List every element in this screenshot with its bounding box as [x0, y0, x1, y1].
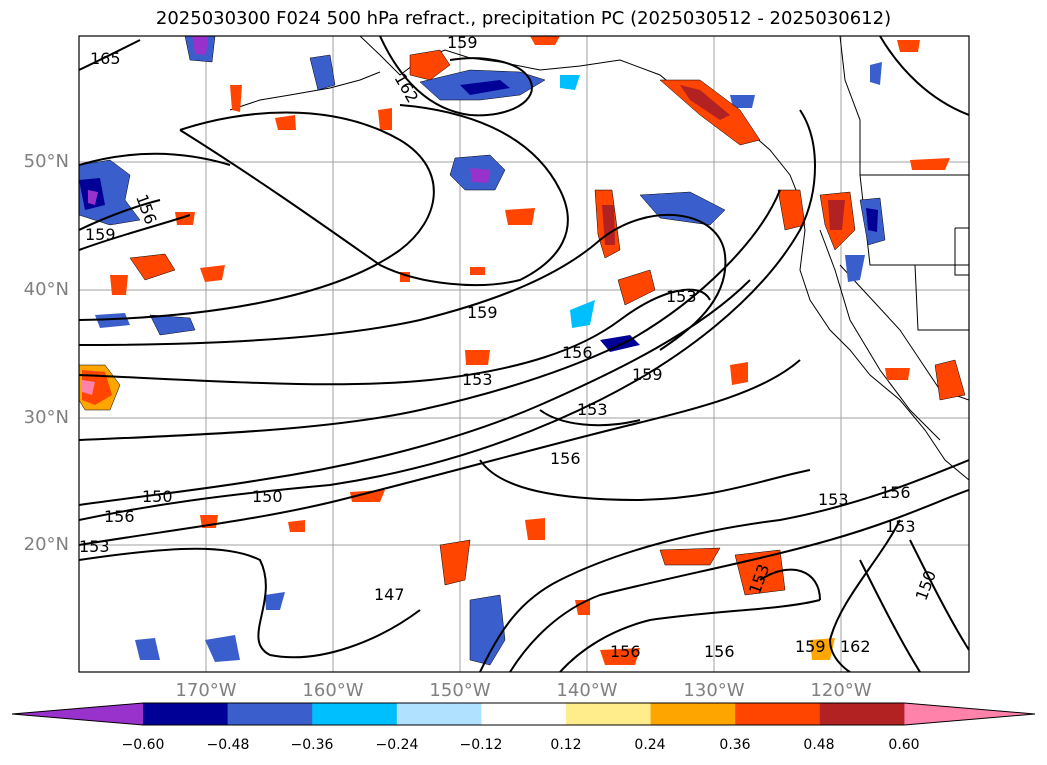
contour-label: 159 — [85, 225, 116, 244]
contour-label: 153 — [462, 370, 493, 389]
contour-label: 153 — [666, 287, 697, 306]
lon-label: 140°W — [556, 680, 618, 701]
contour-label: 147 — [374, 585, 405, 604]
lat-label: 30°N — [23, 407, 69, 428]
contour-label: 159 — [467, 303, 498, 322]
lon-label: 170°W — [175, 680, 237, 701]
negative-shading — [79, 36, 886, 666]
contour-label: 162 — [840, 637, 871, 656]
lon-label: 150°W — [429, 680, 491, 701]
contour-label: 150 — [142, 487, 173, 506]
lat-label: 20°N — [23, 534, 69, 555]
colorbar-segment — [819, 703, 905, 725]
lat-label: 40°N — [23, 279, 69, 300]
colorbar-segment — [735, 703, 821, 725]
map-title: 2025030300 F024 500 hPa refract., precip… — [155, 8, 892, 29]
contour-lines — [79, 36, 969, 672]
positive-shading — [79, 36, 966, 665]
contour-label: 153 — [577, 400, 608, 419]
contour-label: 153 — [885, 517, 916, 536]
colorbar-tick: 0.24 — [634, 737, 666, 753]
colorbar-segment — [12, 703, 143, 725]
colorbar-tick: 0.36 — [719, 737, 751, 753]
contour-label: 159 — [447, 33, 478, 52]
lon-label: 130°W — [683, 680, 745, 701]
contour-label: 159 — [632, 365, 663, 384]
lon-label: 160°W — [302, 680, 364, 701]
colorbar-segment — [227, 703, 313, 725]
contour-label: 156 — [880, 483, 911, 502]
colorbar-tick: 0.60 — [888, 737, 920, 753]
colorbar-segment — [904, 703, 1035, 725]
colorbar-tick: −0.36 — [290, 737, 334, 753]
colorbar-outline — [11, 702, 1036, 726]
colorbar-tick: −0.24 — [375, 737, 419, 753]
colorbar-tick: −0.12 — [459, 737, 503, 753]
contour-label: 153 — [818, 490, 849, 509]
colorbar-segment — [481, 703, 567, 725]
contour-label: 150 — [252, 487, 283, 506]
colorbar-segment — [396, 703, 482, 725]
colorbar-tick: 0.48 — [803, 737, 835, 753]
lat-label: 50°N — [23, 151, 69, 172]
lon-label: 120°W — [810, 680, 872, 701]
colorbar-tick: −0.48 — [206, 737, 250, 753]
map-plot: 165 159 162 156 159 159 153 156 153 159 … — [78, 33, 970, 673]
contour-label: 156 — [562, 343, 593, 362]
contour-label: 156 — [610, 642, 641, 661]
colorbar-segment — [143, 703, 229, 725]
colorbar-segment — [312, 703, 398, 725]
contour-label: 156 — [550, 449, 581, 468]
contour-label: 156 — [104, 507, 135, 526]
contour-label: 156 — [704, 642, 735, 661]
contour-label: 165 — [90, 49, 121, 68]
colorbar-segment — [650, 703, 736, 725]
contour-label: 159 — [795, 637, 826, 656]
colorbar-segment — [566, 703, 652, 725]
contour-label: 153 — [79, 537, 110, 556]
colorbar-tick: −0.60 — [121, 737, 165, 753]
colorbar-tick: 0.12 — [550, 737, 582, 753]
